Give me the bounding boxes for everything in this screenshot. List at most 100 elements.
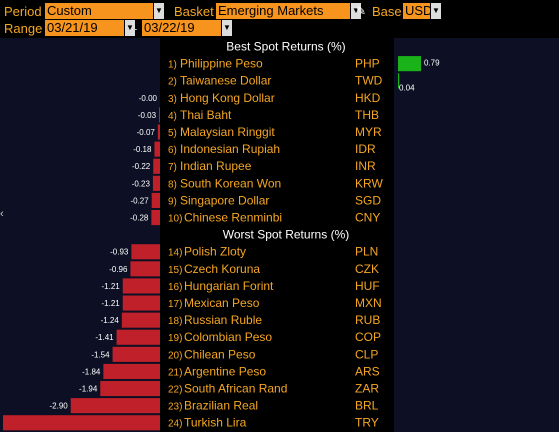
rank-label: 17) [168,299,182,310]
toolbar: Period Custom ▼ Basket Emerging Markets … [0,0,559,38]
bar-value-label: -0.03 [138,111,157,120]
bar-value-label: -1.24 [101,316,120,325]
bar-negative [116,329,160,345]
currency-name: Hungarian Forint [184,279,274,293]
currency-code: TRY [355,416,379,430]
currency-name: South Korean Won [180,176,281,190]
rank-label: 1) [168,60,177,71]
positive-area-bg [394,38,559,432]
currency-name: Taiwanese Dollar [180,74,271,88]
bar-value-label: -0.96 [109,265,128,274]
bar-negative [3,415,160,431]
bar-negative [103,363,160,379]
label-column-bg [160,38,395,432]
currency-name: Colombian Peso [184,330,272,344]
currency-code: IDR [355,142,376,156]
currency-code: COP [355,330,381,344]
base-select[interactable]: USD [403,3,433,19]
basket-label: Basket [174,4,214,19]
rank-label: 23) [168,402,182,413]
bar-value-label: -1.21 [102,299,121,308]
rank-label: 18) [168,316,182,327]
currency-code: PLN [355,245,378,259]
currency-name: Singapore Dollar [180,193,269,207]
period-label: Period [4,4,42,19]
currency-name: Czech Koruna [184,262,260,276]
bar-value-label: -2.90 [49,402,68,411]
rank-label: 8) [168,179,177,190]
rank-label: 16) [168,282,182,293]
range-start-input[interactable]: 03/21/19 [45,20,124,36]
bar-value-label: -0.07 [137,128,156,137]
bar-negative [151,192,160,208]
bar-value-label: 0.04 [399,84,415,93]
pencil-icon[interactable]: ✎ [355,4,367,18]
left-scroll-icon[interactable]: ‹ [0,208,4,220]
currency-name: South African Rand [184,382,287,396]
bar-value-label: -0.00 [139,94,158,103]
bar-negative [100,381,160,397]
currency-code: CLP [355,347,378,361]
currency-name: Chinese Renminbi [184,211,282,225]
bar-negative [159,107,160,123]
currency-code: HKD [355,91,381,105]
range-start-dropdown-icon[interactable]: ▼ [125,20,135,36]
currency-name: Malaysian Ringgit [180,125,275,139]
rank-label: 24) [168,419,182,430]
range-end-dropdown-icon[interactable]: ▼ [222,20,232,36]
currency-name: Mexican Peso [184,296,260,310]
rank-label: 3) [168,94,177,105]
bar-value-label: -0.23 [132,179,151,188]
currency-name: Indonesian Rupiah [180,142,280,156]
range-end-input[interactable]: 03/22/19 [142,20,221,36]
rank-label: 22) [168,385,182,396]
bar-negative [157,124,160,140]
bar-value-label: 0.79 [424,59,440,68]
period-select[interactable]: Custom [45,3,153,19]
currency-code: INR [355,159,376,173]
currency-code: HUF [355,279,380,293]
rank-label: 9) [168,196,177,207]
rank-label: 15) [168,265,182,276]
base-dropdown-icon[interactable]: ▼ [431,3,441,19]
currency-code: MYR [355,125,382,139]
basket-dropdown-icon[interactable]: ▼ [351,3,361,19]
bar-negative [131,244,160,260]
rank-label: 2) [168,77,177,88]
bar-negative [130,261,160,277]
bar-negative [152,175,160,191]
section-title-1: Worst Spot Returns (%) [223,228,349,242]
range-separator: - [133,21,138,36]
rank-label: 14) [168,248,182,259]
currency-name: Turkish Lira [184,416,247,430]
bar-value-label: -1.41 [95,333,114,342]
currency-name: Indian Rupee [180,159,252,173]
rank-label: 20) [168,350,182,361]
rank-label: 19) [168,333,182,344]
currency-name: Hong Kong Dollar [180,91,275,105]
bar-value-label: -1.54 [91,350,110,359]
spot-returns-chart: Best Spot Returns (%) 1) Philippine Peso PH… [0,38,559,432]
currency-code: BRL [355,399,379,413]
bar-value-label: -0.93 [110,248,129,257]
currency-code: CNY [355,211,380,225]
bar-negative [151,210,160,226]
currency-code: CZK [355,262,379,276]
rank-label: 10) [168,214,182,225]
currency-name: Chilean Peso [184,347,256,361]
rank-label: 6) [168,145,177,156]
bar-value-label: -0.28 [130,214,149,223]
basket-select[interactable]: Emerging Markets [216,3,350,19]
section-title-0: Best Spot Returns (%) [226,40,345,54]
bar-negative [112,346,160,362]
currency-name: Argentine Peso [184,364,266,378]
currency-code: SGD [355,193,381,207]
currency-code: PHP [355,57,380,71]
currency-code: MXN [355,296,382,310]
bar-negative [154,141,160,157]
bar-negative [122,295,160,311]
bar-value-label: -1.21 [102,282,121,291]
currency-name: Philippine Peso [180,57,263,71]
period-dropdown-icon[interactable]: ▼ [154,3,164,19]
currency-code: ARS [355,364,380,378]
